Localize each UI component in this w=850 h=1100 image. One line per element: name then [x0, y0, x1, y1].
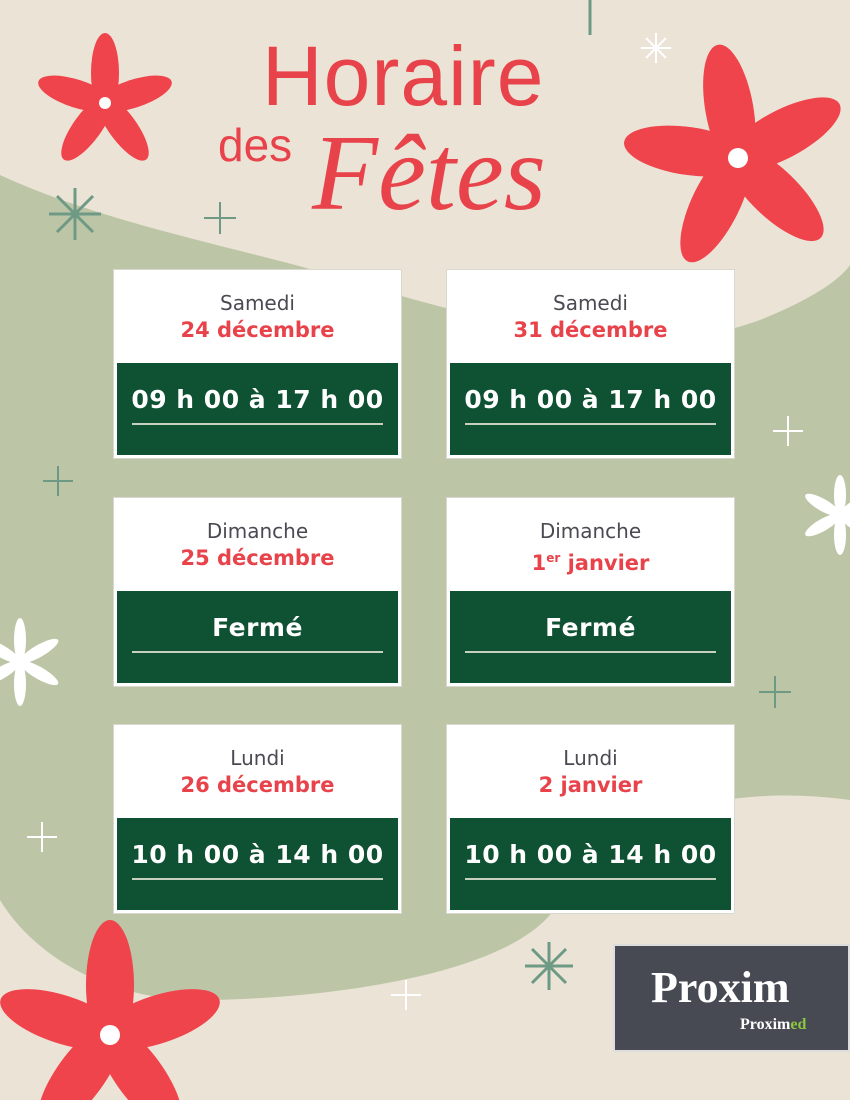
logo-sub-b: ed [790, 1016, 807, 1033]
card-date: 1er janvier [450, 543, 731, 578]
date-num: 1 [531, 551, 547, 575]
card-date: 25 décembre [180, 546, 335, 570]
logo-sub-a: Proxim [740, 1016, 791, 1033]
logo-sub: Proximed [740, 1016, 806, 1034]
schedule-card: Samedi 31 décembre 09 h 00 à 17 h 00 [447, 270, 734, 458]
card-date: 2 janvier [538, 773, 643, 797]
schedule-card: Lundi 2 janvier 10 h 00 à 14 h 00 [447, 725, 734, 913]
card-hours: Fermé [545, 613, 636, 642]
card-day: Lundi [230, 746, 285, 770]
card-hours: 09 h 00 à 17 h 00 [464, 385, 717, 414]
sparkle-icon [27, 33, 803, 1010]
card-hours: Fermé [212, 613, 303, 642]
card-day: Samedi [220, 291, 295, 315]
card-hours: 10 h 00 à 14 h 00 [464, 840, 717, 869]
logo-brand: Proxim [651, 963, 790, 1012]
title-des: des [218, 119, 293, 171]
schedule-card: Samedi 24 décembre 09 h 00 à 17 h 00 [114, 270, 401, 458]
proxim-logo: Proxim Proximed [613, 944, 850, 1052]
title-horaire: Horaire [262, 29, 545, 123]
star-icon [43, 0, 791, 990]
card-day: Dimanche [539, 519, 642, 543]
card-hours: 09 h 00 à 17 h 00 [131, 385, 384, 414]
schedule-card: Lundi 26 décembre 10 h 00 à 14 h 00 [114, 725, 401, 913]
card-day: Lundi [563, 746, 618, 770]
divider [132, 423, 383, 425]
date-sup: er [546, 551, 561, 565]
card-day: Samedi [553, 291, 628, 315]
divider [132, 878, 383, 880]
card-hours: 10 h 00 à 14 h 00 [131, 840, 384, 869]
divider [132, 651, 383, 653]
divider [465, 651, 716, 653]
schedule-card: Dimanche 1er janvier Fermé [447, 498, 734, 686]
card-date: 26 décembre [180, 773, 335, 797]
date-month: janvier [560, 551, 650, 575]
card-day: Dimanche [206, 519, 309, 543]
snowflake-icon [0, 475, 850, 706]
divider [465, 423, 716, 425]
schedule-card: Dimanche 25 décembre Fermé [114, 498, 401, 686]
divider [465, 878, 716, 880]
card-date: 31 décembre [513, 318, 668, 342]
card-date: 24 décembre [180, 318, 335, 342]
title-fetes: Fêtes [312, 114, 546, 233]
poinsettia-icon [0, 33, 841, 1100]
